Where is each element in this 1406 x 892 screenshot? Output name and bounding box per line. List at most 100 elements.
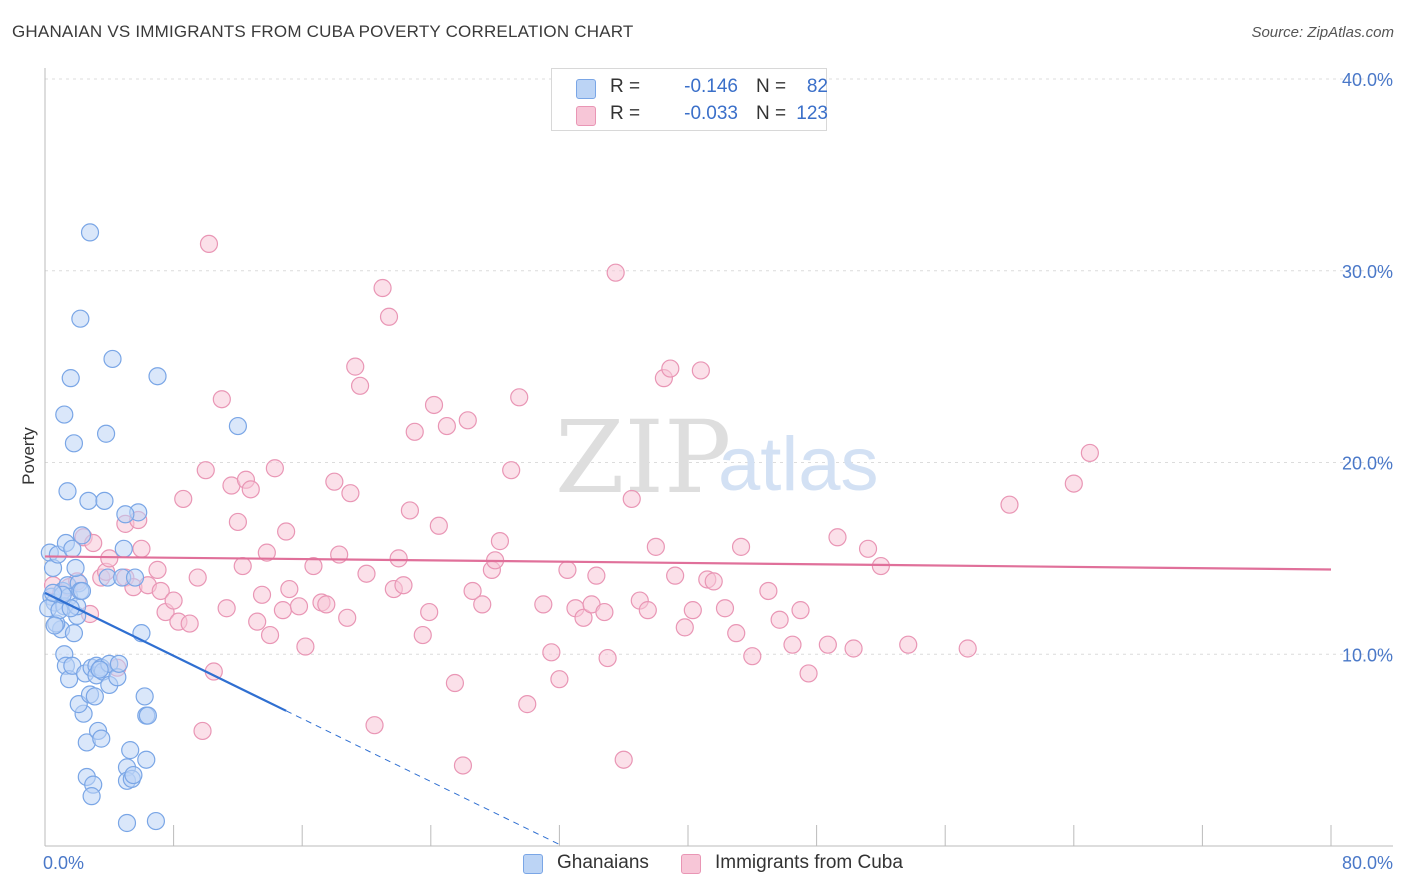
point-cuba (661, 359, 680, 378)
point-cuba (280, 579, 299, 599)
point-ghanaians (92, 729, 111, 748)
n-label: N = (756, 76, 787, 97)
point-ghanaians (64, 434, 84, 453)
point-cuba (704, 572, 723, 591)
point-ghanaians (124, 765, 143, 785)
y-tick-label: 20.0% (1342, 454, 1393, 474)
r-label: R = (610, 103, 641, 124)
point-cuba (389, 549, 408, 568)
point-ghanaians (61, 369, 80, 388)
point-cuba (828, 528, 847, 547)
point-cuba (277, 522, 296, 541)
point-ghanaians (148, 367, 167, 386)
point-cuba (542, 643, 561, 662)
trend-line-ghanaians (44, 591, 287, 712)
point-cuba (731, 537, 751, 556)
point-cuba (595, 602, 614, 622)
point-ghanaians (137, 750, 156, 769)
point-cuba (818, 635, 837, 654)
point-cuba (646, 537, 665, 556)
trend-line-cuba (44, 555, 1332, 571)
bottom-legend-swatch-cuba (681, 854, 701, 874)
point-cuba (759, 581, 778, 601)
x-tick-label-min: 0.0% (43, 853, 84, 873)
tick-labels: 10.0% 20.0% 30.0% 40.0% 0.0% 80.0% Poverty (19, 70, 1393, 873)
point-cuba (148, 560, 167, 579)
point-cuba (715, 599, 735, 618)
trend-lines (44, 555, 1332, 845)
r-value: -0.146 (684, 76, 738, 97)
point-ghanaians (109, 654, 129, 673)
point-cuba (373, 278, 392, 298)
point-ghanaians (138, 706, 157, 725)
point-ghanaians (114, 539, 133, 558)
point-ghanaians (135, 687, 154, 706)
point-cuba (338, 608, 357, 627)
point-cuba (188, 568, 207, 587)
point-cuba (193, 721, 212, 741)
point-cuba (273, 601, 293, 620)
point-cuba (257, 543, 276, 562)
point-cuba (1000, 495, 1019, 514)
point-cuba (598, 648, 617, 668)
point-cuba (1064, 474, 1083, 493)
point-cuba (233, 556, 252, 576)
legend-swatch-ghanaians (576, 79, 596, 99)
point-ghanaians (79, 491, 98, 510)
point-cuba (379, 307, 399, 326)
point-cuba (743, 647, 762, 666)
bottom-legend-label: Ghanaians (557, 852, 649, 873)
point-cuba (490, 532, 510, 551)
point-cuba (783, 635, 802, 654)
r-label: R = (610, 76, 641, 97)
point-ghanaians (43, 583, 63, 602)
point-cuba (958, 639, 977, 658)
point-cuba (799, 664, 818, 683)
point-cuba (437, 416, 456, 436)
point-ghanaians (71, 309, 90, 328)
point-cuba (260, 625, 280, 645)
trend-line-ghanaians-extrapolated (285, 710, 560, 845)
point-ghanaians (64, 624, 84, 643)
y-tick-label: 30.0% (1342, 262, 1393, 282)
point-cuba (622, 489, 641, 509)
point-ghanaians (82, 787, 101, 806)
point-cuba (1080, 443, 1099, 463)
point-cuba (248, 612, 267, 631)
watermark-zip: ZIP (555, 399, 731, 516)
point-ghanaians (96, 424, 116, 443)
point-cuba (614, 750, 633, 769)
point-cuba (534, 595, 553, 614)
point-cuba (691, 361, 710, 380)
point-ghanaians (125, 568, 145, 587)
point-cuba (683, 601, 702, 620)
chart-title: GHANAIAN VS IMMIGRANTS FROM CUBA POVERTY… (12, 22, 634, 41)
point-cuba (453, 756, 473, 775)
point-ghanaians (95, 491, 114, 510)
correlation-legend: R = -0.146 N = 82 R = -0.033 N = 123 (551, 68, 828, 131)
point-cuba (196, 461, 215, 480)
n-value: 123 (796, 103, 828, 124)
point-cuba (252, 585, 272, 604)
point-ghanaians (117, 813, 137, 833)
point-cuba (473, 595, 492, 614)
point-cuba (325, 472, 344, 491)
point-cuba (296, 637, 315, 656)
watermark-atlas: atlas (718, 422, 879, 507)
point-cuba (518, 695, 537, 714)
point-cuba (132, 539, 151, 558)
y-tick-label: 40.0% (1342, 70, 1393, 90)
point-cuba (346, 357, 365, 376)
x-tick-label-max: 80.0% (1342, 853, 1393, 873)
point-cuba (304, 556, 323, 576)
point-cuba (550, 670, 569, 689)
point-ghanaians (58, 482, 77, 501)
point-cuba (675, 618, 694, 637)
point-cuba (180, 614, 199, 633)
point-cuba (510, 388, 529, 407)
point-cuba (265, 459, 284, 478)
point-cuba (174, 489, 193, 509)
point-cuba (558, 560, 577, 579)
point-cuba (502, 461, 521, 480)
point-ghanaians (80, 223, 100, 242)
